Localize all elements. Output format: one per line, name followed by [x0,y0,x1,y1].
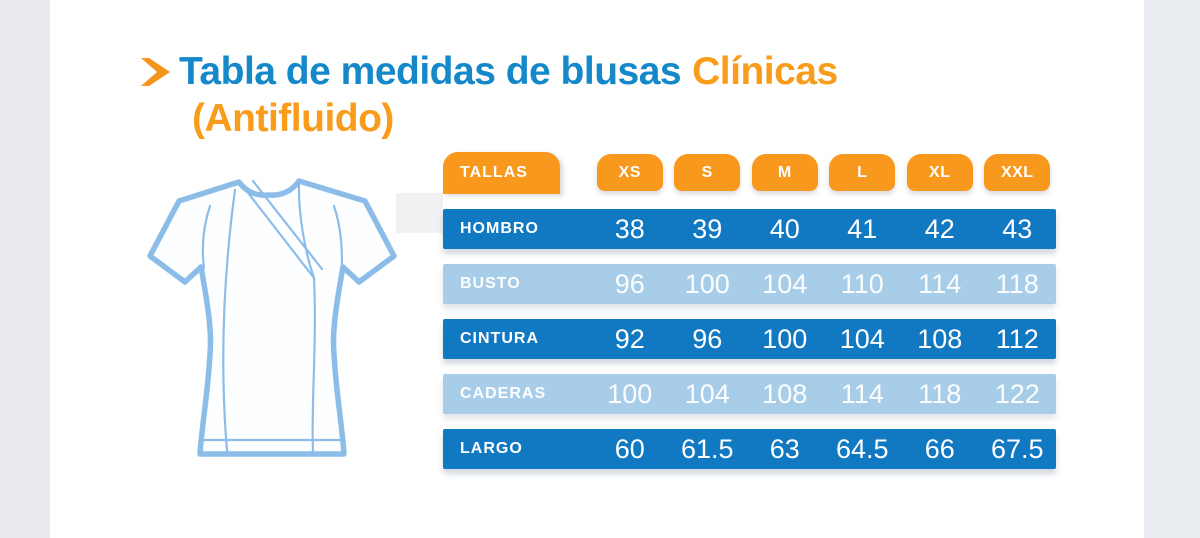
page-title: Tabla de medidas de blusas [179,50,682,93]
title-block: Tabla de medidas de blusas Clínicas (Ant… [140,50,838,141]
table-cell: 112 [995,323,1039,354]
table-cell: 96 [614,268,645,299]
table-cell: 66 [924,433,955,464]
table-cell: 63 [769,433,800,464]
table-cell: 60 [614,433,645,464]
table-cell: 100 [607,378,653,409]
row-label: HOMBRO [460,220,539,237]
size-tab-m: M [751,154,818,191]
table-cell: 41 [847,213,878,244]
table-row-hombro: HOMBRO 38 39 40 41 42 43 [443,209,1056,249]
row-label: LARGO [460,440,523,457]
table-cell: 67.5 [990,433,1044,464]
table-cell: 92 [614,323,645,354]
table-cell: 114 [840,378,884,409]
table-cell: 122 [994,378,1040,409]
table-row-largo: LARGO 60 61.5 63 64.5 66 67.5 [443,429,1056,469]
table-cell: 118 [918,378,962,409]
table-cell: 38 [614,213,645,244]
left-margin-strip [0,0,50,538]
size-tab-l: L [829,154,896,191]
size-tab-xs: XS [596,154,663,191]
table-cell: 96 [692,323,723,354]
table-cell: 43 [1002,213,1033,244]
table-cell: 114 [918,268,962,299]
page-subtitle: (Antifluido) [192,97,394,140]
table-cell: 104 [839,323,885,354]
page-title-highlight: Clínicas [692,50,838,93]
table-cell: 108 [917,323,963,354]
table-cell: 64.5 [835,433,889,464]
row-label: CINTURA [460,330,539,347]
table-cell: 110 [840,268,884,299]
table-cell: 61.5 [680,433,734,464]
row-label: CADERAS [460,385,547,402]
table-cell: 104 [762,268,808,299]
table-cell: 108 [762,378,808,409]
size-tab-s: S [674,154,741,191]
table-cell: 100 [762,323,808,354]
row-label: BUSTO [460,275,521,292]
clinical-blouse-illustration [147,178,397,457]
table-cell: 104 [684,378,730,409]
size-tab-xxl: XXL [984,154,1051,191]
table-header: TALLAS XS S M L XL XXL [443,152,1056,194]
table-cell: 39 [692,213,723,244]
table-row-cintura: CINTURA 92 96 100 104 108 112 [443,319,1056,359]
table-corner-tab-tallas: TALLAS [443,152,560,194]
chevron-right-icon [140,56,172,88]
right-margin-strip [1144,0,1200,538]
table-cell: 42 [924,213,955,244]
table-cell: 40 [769,213,800,244]
table-cell: 100 [684,268,730,299]
row-shadow-strip [396,193,443,233]
table-row-busto: BUSTO 96 100 104 110 114 118 [443,264,1056,304]
title-line-1: Tabla de medidas de blusas Clínicas [140,50,838,94]
size-table: TALLAS XS S M L XL XXL HOMBRO 38 39 40 4… [443,152,1056,469]
table-cell: 118 [995,268,1039,299]
table-row-caderas: CADERAS 100 104 108 114 118 122 [443,374,1056,414]
size-tab-xl: XL [906,154,973,191]
